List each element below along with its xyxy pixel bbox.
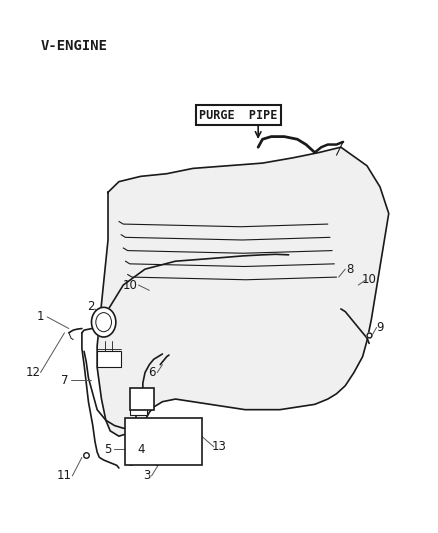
Text: 3: 3 xyxy=(144,470,151,482)
Text: 10: 10 xyxy=(122,279,137,292)
Text: PURGE  PIPE: PURGE PIPE xyxy=(199,109,278,122)
Text: 2: 2 xyxy=(87,300,94,313)
Text: 6: 6 xyxy=(148,366,155,379)
FancyBboxPatch shape xyxy=(97,351,121,367)
Text: 11: 11 xyxy=(57,470,72,482)
FancyBboxPatch shape xyxy=(125,418,201,465)
Text: 9: 9 xyxy=(376,321,384,334)
Text: 10: 10 xyxy=(362,273,377,286)
Text: 4: 4 xyxy=(137,443,145,456)
Text: 13: 13 xyxy=(212,440,226,453)
Text: V-ENGINE: V-ENGINE xyxy=(41,39,108,53)
Text: 12: 12 xyxy=(25,366,40,379)
FancyBboxPatch shape xyxy=(130,389,154,410)
Circle shape xyxy=(92,308,116,337)
FancyBboxPatch shape xyxy=(130,402,147,415)
Text: 7: 7 xyxy=(61,374,68,387)
Text: 1: 1 xyxy=(37,310,44,324)
Text: 8: 8 xyxy=(346,263,353,276)
Polygon shape xyxy=(97,147,389,436)
Text: 5: 5 xyxy=(104,443,112,456)
